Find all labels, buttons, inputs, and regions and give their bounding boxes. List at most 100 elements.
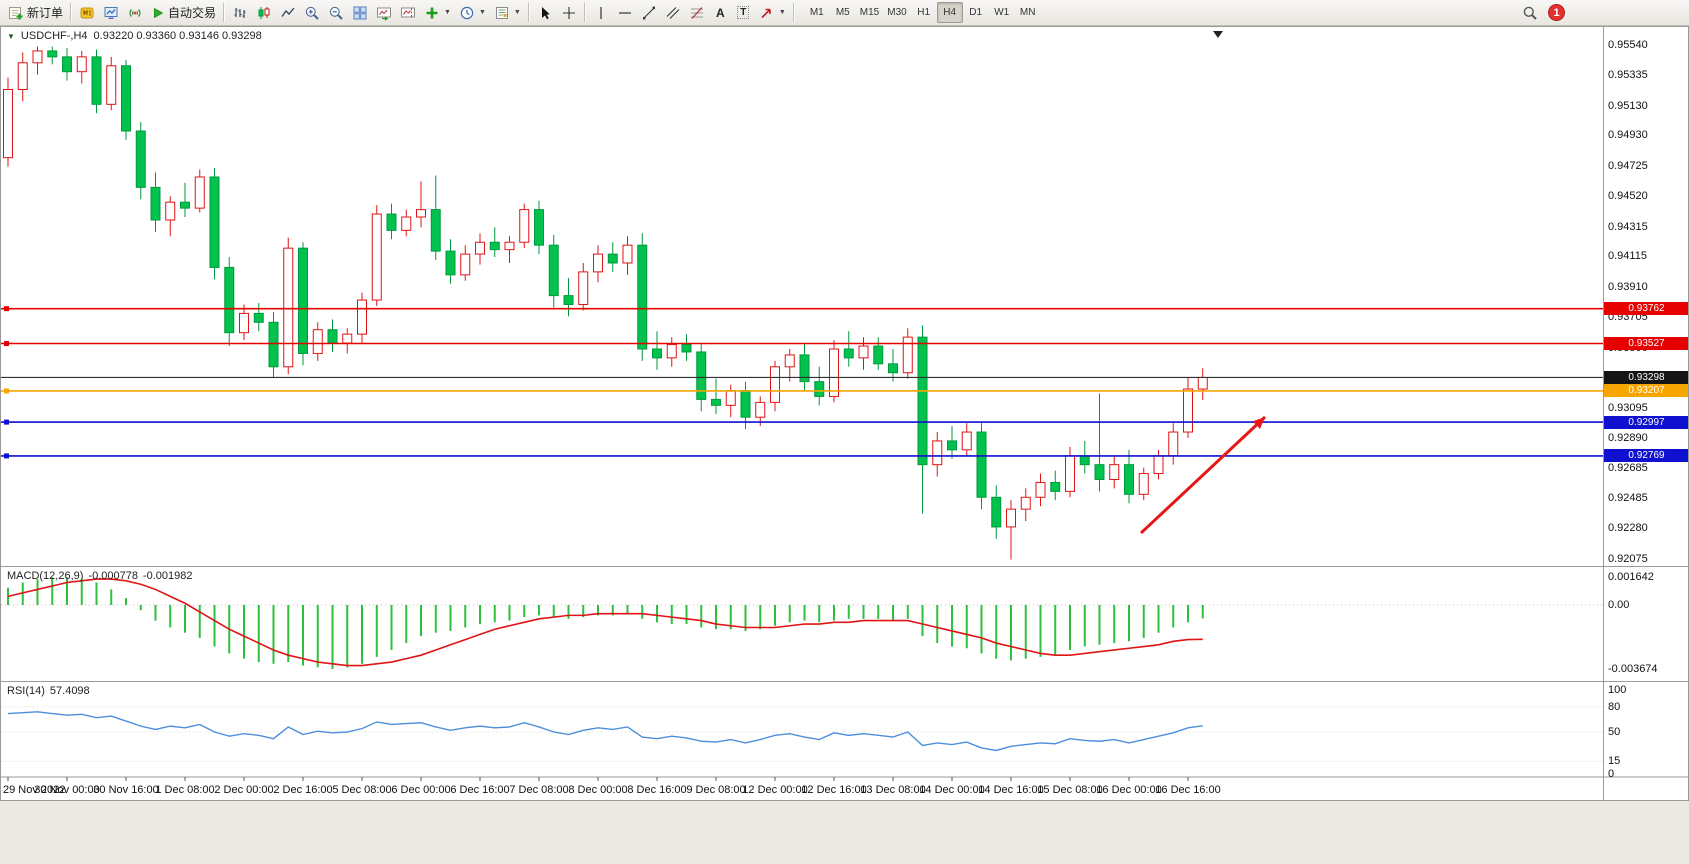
crosshair-button[interactable] [557,2,581,23]
zoom-out-icon [329,6,343,20]
candle-body [622,244,633,264]
price-axis-label: 0.93095 [1608,401,1648,414]
horizontal-line-tool-button[interactable] [613,2,637,23]
strategy-tester-icon [104,6,118,19]
auto-scroll-button[interactable] [372,2,396,23]
chevron-down-icon: ▼ [778,9,786,16]
price-axis-label: 0.92685 [1608,462,1648,475]
channel-tool-button[interactable] [661,2,685,23]
time-axis-label: 2 Dec 00:00 [214,784,274,796]
vertical-line-tool-button[interactable] [589,2,613,23]
hline-handle [4,306,9,312]
macd-indicator-label: MACD(12,26,9) -0.000778 -0.001982 [7,570,193,582]
line-chart-icon [281,7,295,17]
candle-body [135,130,146,188]
candle-body [3,88,13,159]
candlestick-chart-button[interactable] [252,2,276,23]
text-tool-button[interactable]: A [709,2,732,23]
autotrading-button[interactable]: 自动交易 [147,2,220,23]
arrows-tool-button[interactable]: ▼ [755,2,790,23]
candle-body [725,390,736,406]
candle-body [239,312,249,334]
status-area [0,801,1689,864]
new-order-button[interactable]: 新订单 [4,2,67,23]
notification-badge[interactable]: 1 [1548,4,1565,21]
tile-windows-button[interactable] [348,2,372,23]
candle-body [430,209,441,252]
candle-body [1079,455,1090,466]
rsi-axis-label: 50 [1608,726,1621,738]
rsi-indicator-label: RSI(14) 57.4098 [7,685,90,697]
chevron-down-icon: ▼ [513,9,521,16]
indicators-button[interactable]: ▼ [420,2,455,23]
timeframe-button-m15[interactable]: M15 [856,2,883,23]
timeframe-button-w1[interactable]: W1 [989,2,1015,23]
candle-body [371,213,382,301]
chart-ohlc-values: 0.93220 0.93360 0.93146 0.93298 [93,30,262,42]
candle-body [519,209,530,243]
time-axis-label: 6 Dec 16:00 [450,784,510,796]
chart-canvas[interactable] [1,27,1689,801]
time-axis-label: 1 Dec 08:00 [155,784,215,796]
timeframe-button-m30[interactable]: M30 [883,2,910,23]
candle-body [91,56,102,105]
price-axis-label: 0.95540 [1608,39,1648,51]
chart-shift-button[interactable] [396,2,420,23]
candle-body [460,253,471,276]
rsi-name: RSI(14) [7,685,45,697]
candle-body [593,253,603,273]
channel-icon [666,6,680,19]
search-button[interactable] [1518,2,1542,23]
candle-body [1109,464,1120,480]
candle-body [327,329,338,344]
line-chart-button[interactable] [276,2,300,23]
fibonacci-icon [690,6,703,19]
template-icon [495,6,508,19]
templates-button[interactable]: ▼ [490,2,525,23]
candle-body [578,271,589,306]
new-order-label: 新订单 [27,6,64,20]
price-axis-label: 0.94520 [1608,190,1648,203]
zoom-in-icon [305,6,319,20]
chart-window: ▼ USDCHF-,H4 0.93220 0.93360 0.93146 0.9… [0,26,1689,801]
hline-handle [4,341,9,347]
search-icon [1523,6,1537,20]
candle-body [1050,481,1061,492]
zoom-out-button[interactable] [324,2,348,23]
candle-body [637,244,648,350]
candle-body [696,351,707,400]
timeframe-button-h4[interactable]: H4 [936,2,963,23]
timeframe-button-h1[interactable]: H1 [911,2,937,23]
timeframe-button-d1[interactable]: D1 [963,2,989,23]
bar-chart-button[interactable] [228,2,252,23]
candle-body [106,65,117,105]
hline-handle [4,419,9,425]
candle-body [829,348,839,397]
price-axis-label: 0.94725 [1608,159,1648,172]
candle-body [298,247,308,354]
candle-body [770,366,780,403]
candle-body [1153,455,1164,475]
toolbar-right-group: 1 [1518,2,1565,23]
periods-button[interactable]: ▼ [455,2,490,23]
signals-button[interactable] [123,2,147,23]
timeframe-button-m5[interactable]: M5 [830,2,856,23]
candle-body [401,216,412,231]
cursor-button[interactable] [533,2,557,23]
fibonacci-tool-button[interactable] [685,2,709,23]
zoom-in-button[interactable] [300,2,324,23]
chart-shift-icon [401,7,416,17]
time-axis-label: 5 Dec 08:00 [332,784,392,796]
rsi-axis-label: 80 [1608,700,1621,713]
candle-body [1197,376,1208,390]
candle-body [755,401,766,418]
metaeditor-button[interactable] [75,2,99,23]
text-label-tool-button[interactable]: T [732,2,755,23]
timeframe-button-m1[interactable]: M1 [804,2,830,23]
timeframe-button-mn[interactable]: MN [1015,2,1041,23]
toolbar-separator [527,3,530,22]
candle-body [1094,464,1105,480]
trend-arrow-object[interactable] [1139,415,1267,535]
trendline-tool-button[interactable] [637,2,661,23]
strategy-tester-button[interactable] [99,2,123,23]
